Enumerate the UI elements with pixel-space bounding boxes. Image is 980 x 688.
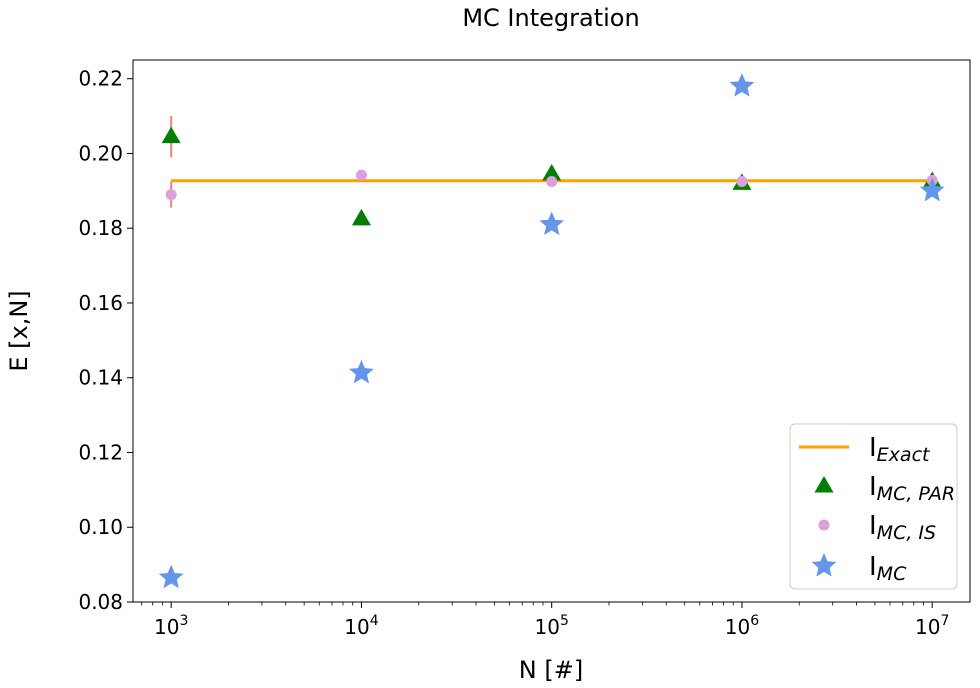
point-mc	[349, 359, 374, 384]
x-tick-label: 107	[915, 613, 949, 639]
point-par	[542, 164, 562, 181]
y-tick-label: 0.20	[78, 141, 123, 165]
legend: IExact IMC, PAR IMC, IS IMC	[789, 423, 958, 590]
plot-frame	[132, 59, 971, 603]
y-axis-label: E [x,N]	[5, 290, 33, 371]
legend-box	[789, 423, 958, 590]
legend-swatch	[811, 553, 837, 577]
point-is	[355, 169, 367, 181]
point-par	[161, 126, 181, 144]
x-tick-label: 104	[344, 613, 378, 639]
legend-label: IMC, IS	[869, 511, 936, 544]
point-mc	[539, 211, 565, 235]
x-tick-label: 103	[154, 613, 188, 639]
legend-swatch	[814, 476, 834, 493]
legend-label: IMC	[869, 552, 907, 585]
plot-layer	[158, 73, 945, 589]
y-tick-label: 0.16	[78, 291, 123, 315]
point-mc	[919, 177, 945, 202]
legend-label: IMC, PAR	[869, 472, 955, 505]
x-tick-label: 105	[535, 613, 569, 639]
point-is	[736, 175, 748, 187]
point-is	[546, 175, 558, 187]
y-tick-label: 0.22	[78, 67, 123, 91]
ticks-layer: 0.08 0.10 0.12 0.14 0.16 0.18 0.20 0.22 103 104 10…	[78, 67, 949, 639]
chart-title: MC Integration	[462, 4, 639, 32]
legend-swatch	[818, 519, 830, 531]
point-mc	[158, 564, 184, 589]
y-tick-label: 0.12	[78, 440, 123, 464]
x-tick-label: 106	[725, 613, 759, 639]
y-tick-label: 0.10	[78, 515, 123, 539]
point-is	[165, 189, 177, 201]
y-tick-label: 0.18	[78, 216, 123, 240]
x-axis-label: N [#]	[519, 656, 583, 684]
y-tick-label: 0.08	[78, 590, 123, 614]
point-mc	[729, 73, 755, 97]
point-par	[351, 208, 371, 226]
y-tick-label: 0.14	[78, 366, 123, 390]
legend-label: IExact	[869, 433, 931, 466]
